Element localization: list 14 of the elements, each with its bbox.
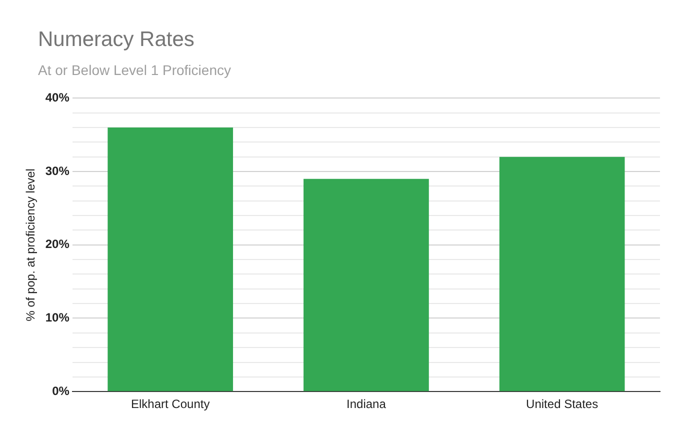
- bar: [108, 128, 234, 392]
- y-tick-label: 30%: [45, 164, 70, 178]
- y-axis-title: % of pop. at proficiency level: [24, 168, 38, 322]
- x-tick-label: United States: [526, 397, 598, 412]
- y-tick-label: 40%: [45, 90, 70, 105]
- bar: [304, 178, 429, 392]
- y-tick-label: 10%: [45, 310, 70, 325]
- x-tick-label: Indiana: [346, 397, 386, 412]
- x-tick-label: Elkhart County: [130, 397, 210, 412]
- chart-title: Numeracy Rates: [38, 28, 194, 52]
- y-tick-label: 0%: [52, 384, 70, 398]
- y-tick-label: 20%: [45, 237, 70, 252]
- chart-subtitle: At or Below Level 1 Proficiency: [38, 62, 231, 78]
- bar: [499, 156, 625, 392]
